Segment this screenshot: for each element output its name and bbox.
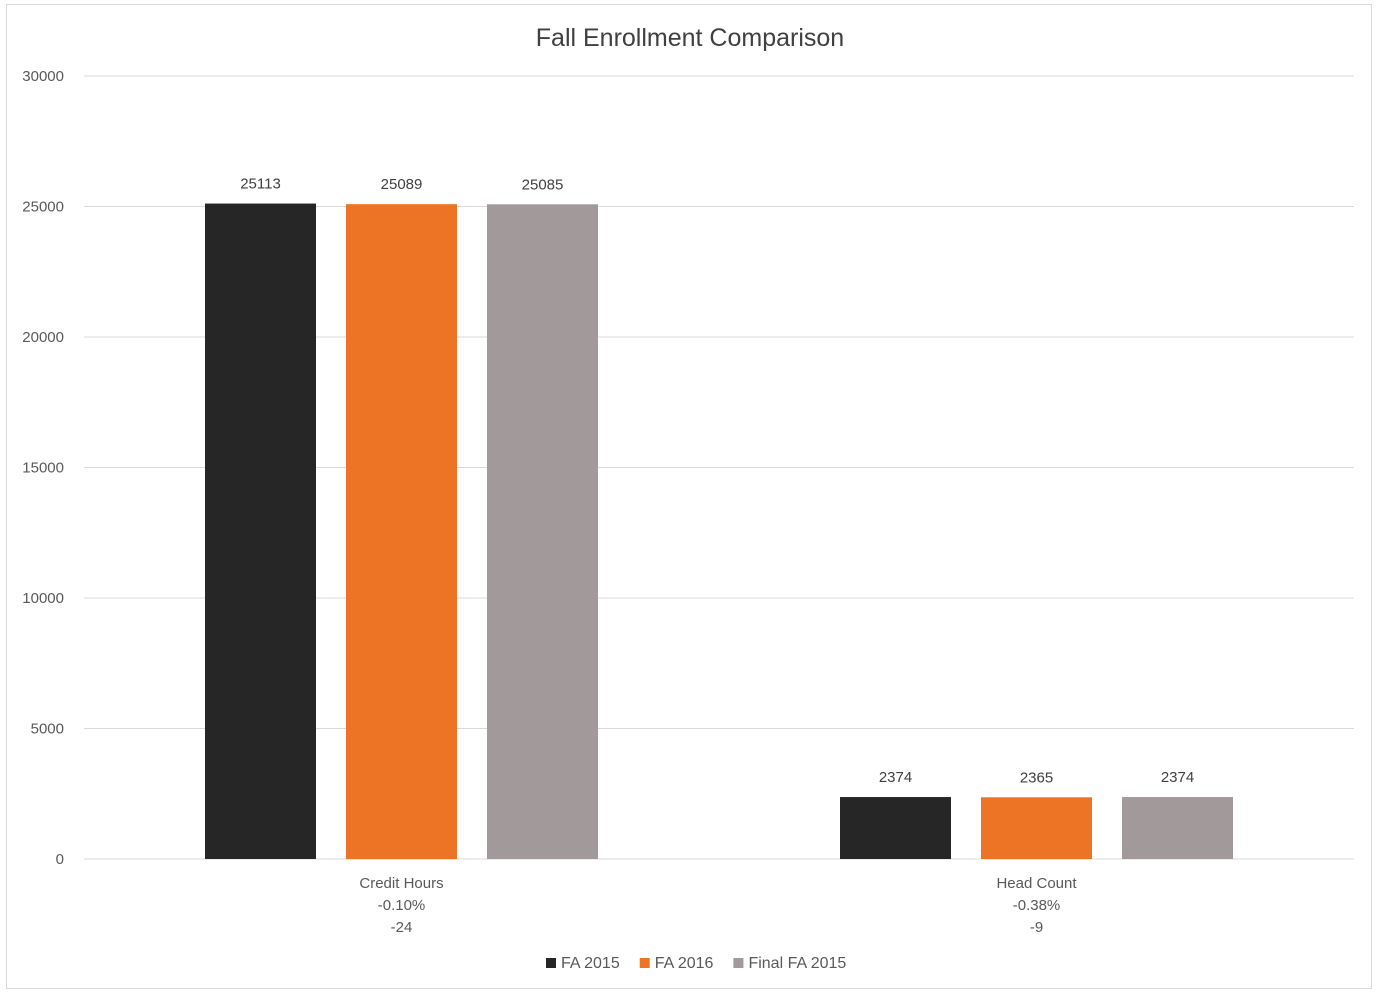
y-tick-label: 30000 xyxy=(22,68,64,85)
data-label: 25113 xyxy=(240,176,281,193)
category-label: -0.38% xyxy=(1013,897,1061,914)
category-label: Head Count xyxy=(996,875,1077,892)
y-tick-label: 10000 xyxy=(22,590,64,607)
bar xyxy=(487,204,598,859)
legend-swatch xyxy=(733,958,744,968)
legend: FA 2015 FA 2016 Final FA 2015 xyxy=(546,955,846,972)
data-label: 25085 xyxy=(522,176,564,193)
y-tick-label: 25000 xyxy=(22,199,64,216)
legend-label: FA 2015 xyxy=(561,955,620,972)
data-label: 2374 xyxy=(879,769,912,786)
y-tick-label: 0 xyxy=(56,851,64,868)
legend-item: FA 2015 xyxy=(546,955,620,972)
data-label: 2365 xyxy=(1020,769,1053,786)
bar xyxy=(981,797,1092,859)
category-label: -9 xyxy=(1030,919,1043,936)
x-axis-categories: Credit Hours -0.10% -24 Head Count -0.38% -9 xyxy=(359,875,1077,936)
y-tick-label: 15000 xyxy=(22,460,64,477)
y-tick-label: 5000 xyxy=(31,721,64,738)
data-label: 2374 xyxy=(1161,769,1194,786)
y-tick-label: 20000 xyxy=(22,329,64,346)
bar xyxy=(205,203,316,859)
chart-title: Fall Enrollment Comparison xyxy=(536,24,844,52)
legend-swatch xyxy=(639,958,650,968)
y-axis: 0 5000 10000 15000 20000 25000 30000 xyxy=(22,68,64,868)
legend-item: Final FA 2015 xyxy=(733,955,846,972)
bar xyxy=(1122,797,1233,859)
data-label: 25089 xyxy=(381,176,423,193)
bars xyxy=(205,203,1233,859)
legend-item: FA 2016 xyxy=(639,955,714,972)
legend-label: FA 2016 xyxy=(655,955,714,972)
data-labels: 25113 25089 25085 2374 2365 2374 xyxy=(240,176,1194,787)
category-label: -0.10% xyxy=(378,897,426,914)
legend-label: Final FA 2015 xyxy=(748,955,846,972)
legend-swatch xyxy=(546,958,556,968)
bar xyxy=(840,797,951,859)
category-label: Credit Hours xyxy=(359,875,443,892)
category-label: -24 xyxy=(391,919,413,936)
bar xyxy=(346,204,457,859)
